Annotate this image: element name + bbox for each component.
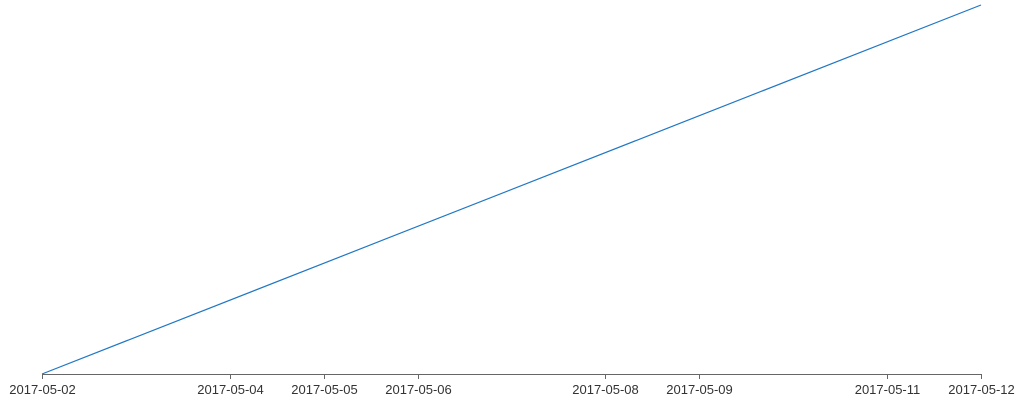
x-tick-label: 2017-05-12 xyxy=(948,382,1015,397)
x-tick-label: 2017-05-06 xyxy=(385,382,452,397)
x-tick-label: 2017-05-08 xyxy=(572,382,639,397)
x-tick-label: 2017-05-09 xyxy=(666,382,733,397)
x-tick-label: 2017-05-02 xyxy=(9,382,76,397)
series-line-0 xyxy=(41,4,982,375)
x-axis: 2017-05-02 2017-05-04 2017-05-05 2017-05-06… xyxy=(9,374,1015,397)
x-tick-label: 2017-05-05 xyxy=(291,382,358,397)
series-layer xyxy=(41,4,982,375)
x-tick-label: 2017-05-04 xyxy=(197,382,264,397)
x-tick-label: 2017-05-11 xyxy=(855,382,921,397)
